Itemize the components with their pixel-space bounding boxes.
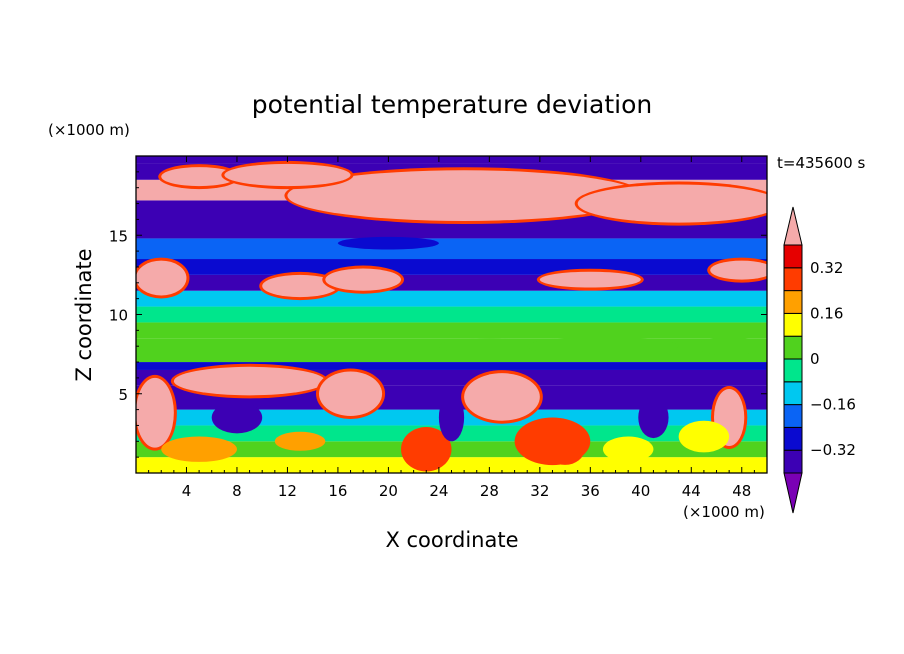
colorbar-label-0: 0.32	[810, 259, 843, 277]
x-axis-unit: (×1000 m)	[683, 503, 765, 521]
x-tick-label-4: 20	[379, 482, 398, 500]
x-tick-label-1: 8	[232, 482, 242, 500]
feature-12	[464, 373, 540, 421]
feature-15	[161, 436, 237, 462]
x-axis-label: X coordinate	[385, 528, 518, 552]
band-6	[136, 362, 767, 370]
colorbar-box-3	[783, 381, 803, 406]
feature-18	[514, 417, 591, 466]
colorbar-box-8	[783, 267, 803, 292]
feature-6	[325, 268, 402, 291]
x-tick-label-5: 24	[429, 482, 448, 500]
colorbar-box-0	[783, 449, 803, 474]
x-tick-label-2: 12	[278, 482, 297, 500]
colorbar-box-2	[783, 404, 803, 428]
feature-20	[678, 420, 730, 453]
y-axis-label: Z coordinate	[72, 248, 96, 381]
feature-0	[287, 170, 641, 221]
colorbar-label-2: 0	[810, 350, 820, 368]
feature-25	[211, 401, 263, 434]
band-12	[136, 259, 767, 275]
band-13	[136, 238, 767, 260]
x-tick-label-6: 28	[480, 482, 499, 500]
x-tick-label-9: 40	[631, 482, 650, 500]
feature-26	[438, 393, 465, 442]
feature-11	[136, 377, 174, 448]
x-tick-label-3: 16	[328, 482, 347, 500]
x-tick-label-0: 4	[182, 482, 192, 500]
feature-8	[710, 260, 767, 280]
feature-1	[577, 184, 767, 223]
feature-23	[697, 336, 761, 356]
feature-5	[262, 274, 338, 298]
band-10	[136, 290, 767, 307]
chart-title: potential temperature deviation	[252, 90, 652, 119]
colorbar-box-4	[783, 358, 803, 383]
colorbar-box-6	[783, 312, 803, 337]
feature-9	[173, 366, 326, 396]
feature-4	[136, 260, 187, 296]
feature-27	[638, 396, 669, 439]
colorbar-box-9	[783, 244, 803, 269]
time-label: t=435600 s	[777, 154, 865, 172]
feature-16	[274, 431, 326, 451]
y-axis-unit: (×1000 m)	[48, 121, 130, 139]
plot-area	[136, 156, 767, 473]
x-tick-label-10: 44	[682, 482, 701, 500]
colorbar-box-5	[783, 335, 803, 360]
x-tick-label-8: 36	[581, 482, 600, 500]
colorbar-box-1	[783, 426, 803, 451]
x-tick-label-11: 48	[732, 482, 751, 500]
feature-2	[161, 167, 237, 187]
band-17	[136, 156, 767, 164]
x-ticks: 4 8 12 16 20 24 28 32 36 40 44 48	[148, 156, 755, 500]
band-0	[136, 457, 767, 473]
colorbar-label-4: −0.32	[810, 441, 856, 459]
feature-17	[401, 427, 452, 472]
colorbar-label-3: −0.16	[810, 396, 856, 414]
y-ticks: 5 10 15	[109, 171, 767, 458]
feature-10	[318, 371, 383, 416]
y-tick-label-2: 15	[109, 227, 128, 245]
colorbar-label-1: 0.16	[810, 304, 843, 322]
colorbar-bottom-arrow	[783, 472, 803, 514]
y-tick-label-1: 10	[109, 307, 128, 325]
feature-22	[527, 336, 679, 356]
colorbar-top-arrow	[783, 206, 803, 246]
features-layer	[136, 160, 767, 472]
band-8	[136, 322, 767, 339]
feature-21	[438, 338, 540, 355]
colorbar: 0.32 0.16 0 −0.16 −0.32	[783, 206, 856, 514]
x-tick-label-7: 32	[530, 482, 549, 500]
feature-24	[337, 236, 439, 250]
colorbar-box-7	[783, 290, 803, 314]
y-tick-label-0: 5	[118, 386, 128, 404]
feature-3	[224, 163, 351, 187]
band-9	[136, 306, 767, 323]
feature-7	[539, 271, 641, 288]
feature-19	[602, 436, 654, 462]
band-11	[136, 274, 767, 291]
